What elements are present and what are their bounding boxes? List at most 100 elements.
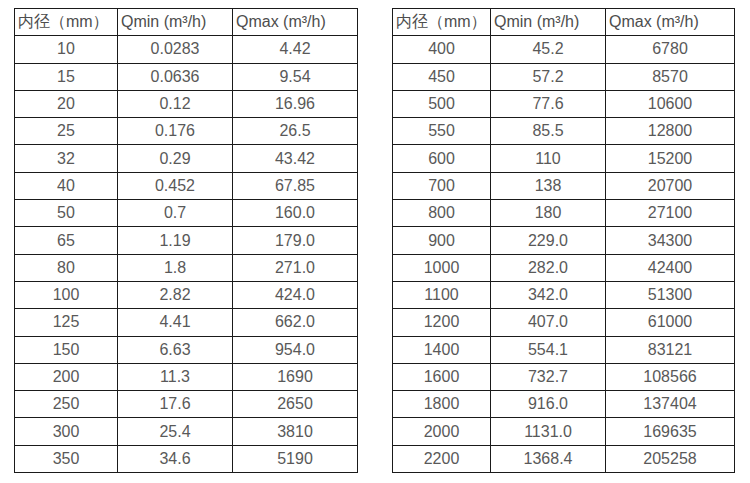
- cell-qmax: 51300: [606, 281, 735, 308]
- cell-inner-diameter: 400: [393, 36, 491, 63]
- cell-qmin: 1.8: [118, 254, 233, 281]
- cell-inner-diameter: 1000: [393, 254, 491, 281]
- cell-inner-diameter: 600: [393, 145, 491, 172]
- cell-qmin: 554.1: [491, 336, 606, 363]
- cell-qmax: 27100: [606, 200, 735, 227]
- cell-qmin: 110: [491, 145, 606, 172]
- cell-qmax: 160.0: [233, 200, 358, 227]
- cell-inner-diameter: 200: [15, 363, 118, 390]
- cell-qmax: 15200: [606, 145, 735, 172]
- cell-qmin: 0.0636: [118, 63, 233, 90]
- cell-qmax: 67.85: [233, 172, 358, 199]
- cell-inner-diameter: 350: [15, 445, 118, 472]
- table-row: 20 0.12 16.96: [15, 90, 358, 117]
- cell-qmin: 0.7: [118, 200, 233, 227]
- cell-inner-diameter: 10: [15, 36, 118, 63]
- cell-inner-diameter: 2200: [393, 445, 491, 472]
- table-row: 25 0.176 26.5: [15, 118, 358, 145]
- table-row: 150 6.63 954.0: [15, 336, 358, 363]
- cell-qmin: 0.176: [118, 118, 233, 145]
- cell-qmin: 229.0: [491, 227, 606, 254]
- flow-spec-table-small-diameters: 内径（mm） Qmin (m³/h) Qmax (m³/h) 10 0.0283…: [14, 8, 358, 473]
- table-row: 80 1.8 271.0: [15, 254, 358, 281]
- table-row: 300 25.4 3810: [15, 418, 358, 445]
- cell-qmax: 954.0: [233, 336, 358, 363]
- table-row: 350 34.6 5190: [15, 445, 358, 472]
- table-row: 450 57.2 8570: [393, 63, 735, 90]
- table-body: 400 45.2 6780 450 57.2 8570 500 77.6 106…: [393, 36, 735, 473]
- cell-qmin: 407.0: [491, 309, 606, 336]
- cell-qmin: 2.82: [118, 281, 233, 308]
- cell-qmax: 2650: [233, 391, 358, 418]
- cell-qmin: 17.6: [118, 391, 233, 418]
- header-inner-diameter: 内径（mm）: [15, 9, 118, 36]
- cell-qmax: 26.5: [233, 118, 358, 145]
- cell-qmax: 83121: [606, 336, 735, 363]
- flow-spec-table-large-diameters: 内径（mm） Qmin (m³/h) Qmax (m³/h) 400 45.2 …: [392, 8, 735, 473]
- cell-qmin: 77.6: [491, 90, 606, 117]
- table-row: 32 0.29 43.42: [15, 145, 358, 172]
- cell-qmax: 42400: [606, 254, 735, 281]
- cell-qmax: 4.42: [233, 36, 358, 63]
- table-row: 900 229.0 34300: [393, 227, 735, 254]
- table-row: 1600 732.7 108566: [393, 363, 735, 390]
- table-row: 2200 1368.4 205258: [393, 445, 735, 472]
- table-row: 1200 407.0 61000: [393, 309, 735, 336]
- table-row: 15 0.0636 9.54: [15, 63, 358, 90]
- header-qmax: Qmax (m³/h): [233, 9, 358, 36]
- cell-inner-diameter: 1600: [393, 363, 491, 390]
- cell-qmax: 3810: [233, 418, 358, 445]
- cell-qmin: 732.7: [491, 363, 606, 390]
- cell-qmax: 9.54: [233, 63, 358, 90]
- header-qmin: Qmin (m³/h): [491, 9, 606, 36]
- table-row: 250 17.6 2650: [15, 391, 358, 418]
- cell-qmin: 4.41: [118, 309, 233, 336]
- cell-qmax: 12800: [606, 118, 735, 145]
- cell-qmin: 0.0283: [118, 36, 233, 63]
- cell-qmax: 179.0: [233, 227, 358, 254]
- header-qmin: Qmin (m³/h): [118, 9, 233, 36]
- cell-inner-diameter: 450: [393, 63, 491, 90]
- cell-qmin: 342.0: [491, 281, 606, 308]
- cell-inner-diameter: 550: [393, 118, 491, 145]
- cell-inner-diameter: 1200: [393, 309, 491, 336]
- cell-inner-diameter: 1800: [393, 391, 491, 418]
- cell-inner-diameter: 500: [393, 90, 491, 117]
- cell-inner-diameter: 32: [15, 145, 118, 172]
- cell-qmin: 0.29: [118, 145, 233, 172]
- cell-qmax: 271.0: [233, 254, 358, 281]
- cell-inner-diameter: 20: [15, 90, 118, 117]
- cell-qmax: 20700: [606, 172, 735, 199]
- cell-qmin: 0.12: [118, 90, 233, 117]
- table-row: 500 77.6 10600: [393, 90, 735, 117]
- cell-qmax: 5190: [233, 445, 358, 472]
- flow-meter-spec-page: 内径（mm） Qmin (m³/h) Qmax (m³/h) 10 0.0283…: [0, 0, 750, 483]
- cell-qmin: 57.2: [491, 63, 606, 90]
- cell-inner-diameter: 125: [15, 309, 118, 336]
- cell-inner-diameter: 50: [15, 200, 118, 227]
- cell-qmax: 205258: [606, 445, 735, 472]
- header-row: 内径（mm） Qmin (m³/h) Qmax (m³/h): [15, 9, 358, 36]
- table-row: 10 0.0283 4.42: [15, 36, 358, 63]
- cell-inner-diameter: 65: [15, 227, 118, 254]
- table-row: 40 0.452 67.85: [15, 172, 358, 199]
- table-row: 1800 916.0 137404: [393, 391, 735, 418]
- cell-qmin: 180: [491, 200, 606, 227]
- cell-qmax: 137404: [606, 391, 735, 418]
- cell-qmax: 43.42: [233, 145, 358, 172]
- table-row: 2000 1131.0 169635: [393, 418, 735, 445]
- table-row: 700 138 20700: [393, 172, 735, 199]
- cell-qmax: 6780: [606, 36, 735, 63]
- cell-qmin: 6.63: [118, 336, 233, 363]
- cell-inner-diameter: 1400: [393, 336, 491, 363]
- table-row: 65 1.19 179.0: [15, 227, 358, 254]
- cell-qmin: 1.19: [118, 227, 233, 254]
- cell-inner-diameter: 150: [15, 336, 118, 363]
- cell-qmin: 34.6: [118, 445, 233, 472]
- cell-qmin: 1131.0: [491, 418, 606, 445]
- table-row: 50 0.7 160.0: [15, 200, 358, 227]
- cell-qmax: 662.0: [233, 309, 358, 336]
- cell-inner-diameter: 25: [15, 118, 118, 145]
- cell-inner-diameter: 700: [393, 172, 491, 199]
- cell-qmax: 10600: [606, 90, 735, 117]
